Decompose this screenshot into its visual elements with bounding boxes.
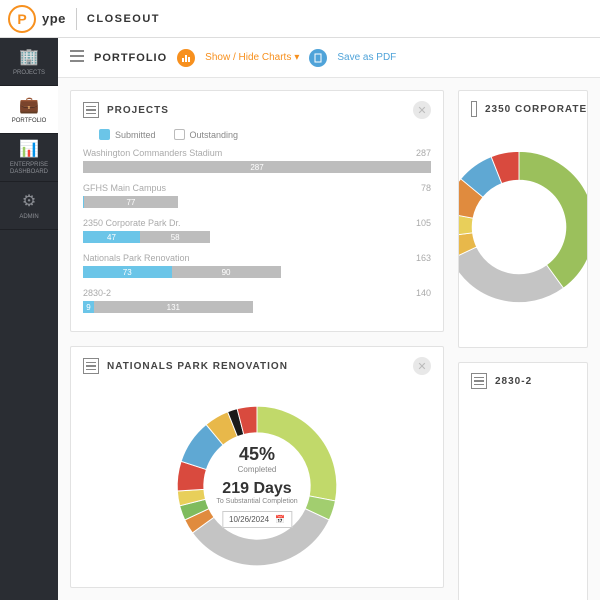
chart-toggle-icon[interactable] <box>177 49 195 67</box>
close-icon[interactable]: ✕ <box>413 357 431 375</box>
sidebar-item-enterprise[interactable]: 📊 ENTERPRISE DASHBOARD <box>0 134 58 182</box>
building-icon: 🏢 <box>19 47 39 67</box>
projects-legend: Submitted Outstanding <box>71 129 443 148</box>
pdf-icon[interactable] <box>309 49 327 67</box>
donut-center: 45% Completed 219 Days To Substantial Co… <box>216 444 297 528</box>
card-list-icon <box>83 358 99 374</box>
save-pdf-link[interactable]: Save as PDF <box>337 52 396 63</box>
right-card-2: 2830-2 <box>458 362 588 600</box>
briefcase-icon: 💼 <box>19 95 39 115</box>
project-row[interactable]: Washington Commanders Stadium287 287 <box>83 148 431 173</box>
card-list-icon <box>471 373 487 389</box>
percent-value: 45% <box>216 444 297 465</box>
right-card-2-title: 2830-2 <box>495 376 575 387</box>
percent-label: Completed <box>216 465 297 474</box>
app-header: P ype CLOSEOUT <box>0 0 600 38</box>
logo-icon: P <box>8 5 36 33</box>
header-divider <box>76 8 77 30</box>
detail-card: NATIONALS PARK RENOVATION ✕ 45% Complete… <box>70 346 444 588</box>
project-row[interactable]: 2830-2140 9 131 <box>83 288 431 313</box>
calendar-icon: 📅 <box>275 515 285 524</box>
main-content: PORTFOLIO Show / Hide Charts ▾ Save as P… <box>58 38 600 600</box>
toolbar-title: PORTFOLIO <box>94 52 167 64</box>
show-hide-charts-link[interactable]: Show / Hide Charts ▾ <box>205 52 299 63</box>
detail-card-title: NATIONALS PARK RENOVATION <box>107 361 405 372</box>
project-row[interactable]: Nationals Park Renovation163 73 90 <box>83 253 431 278</box>
days-value: 219 Days <box>216 480 297 498</box>
sidebar-item-projects[interactable]: 🏢 PROJECTS <box>0 38 58 86</box>
toolbar: PORTFOLIO Show / Hide Charts ▾ Save as P… <box>58 38 600 78</box>
projects-list[interactable]: Washington Commanders Stadium287 287 GFH… <box>71 148 443 331</box>
sidebar-item-admin[interactable]: ⚙ ADMIN <box>0 182 58 230</box>
gear-icon: ⚙ <box>22 191 36 211</box>
right-card-1-title: 2350 CORPORATE PARK <box>485 104 588 115</box>
legend-submitted: Submitted <box>99 129 156 140</box>
close-icon[interactable]: ✕ <box>413 101 431 119</box>
project-row[interactable]: 2350 Corporate Park Dr.105 47 58 <box>83 218 431 243</box>
dashboard-icon: 📊 <box>19 139 39 159</box>
card-list-icon <box>83 102 99 118</box>
days-label: To Substantial Completion <box>216 498 297 505</box>
right-card-1: 2350 CORPORATE PARK <box>458 90 588 348</box>
sidebar-item-portfolio[interactable]: 💼 PORTFOLIO <box>0 86 58 134</box>
date-input[interactable]: 10/26/2024 📅 <box>222 511 292 528</box>
project-row[interactable]: GFHS Main Campus78 77 <box>83 183 431 208</box>
sidebar: 🏢 PROJECTS 💼 PORTFOLIO 📊 ENTERPRISE DASH… <box>0 38 58 600</box>
chevron-down-icon: ▾ <box>294 52 299 63</box>
brand-name: ype <box>42 11 66 26</box>
projects-card: PROJECTS ✕ Submitted Outstanding Washing… <box>70 90 444 332</box>
card-list-icon <box>471 101 477 117</box>
portfolio-list-icon <box>70 49 84 66</box>
legend-outstanding: Outstanding <box>174 129 239 140</box>
projects-card-title: PROJECTS <box>107 105 405 116</box>
app-title: CLOSEOUT <box>87 13 160 25</box>
logo: P ype <box>8 5 66 33</box>
donut-chart-right <box>458 137 588 317</box>
